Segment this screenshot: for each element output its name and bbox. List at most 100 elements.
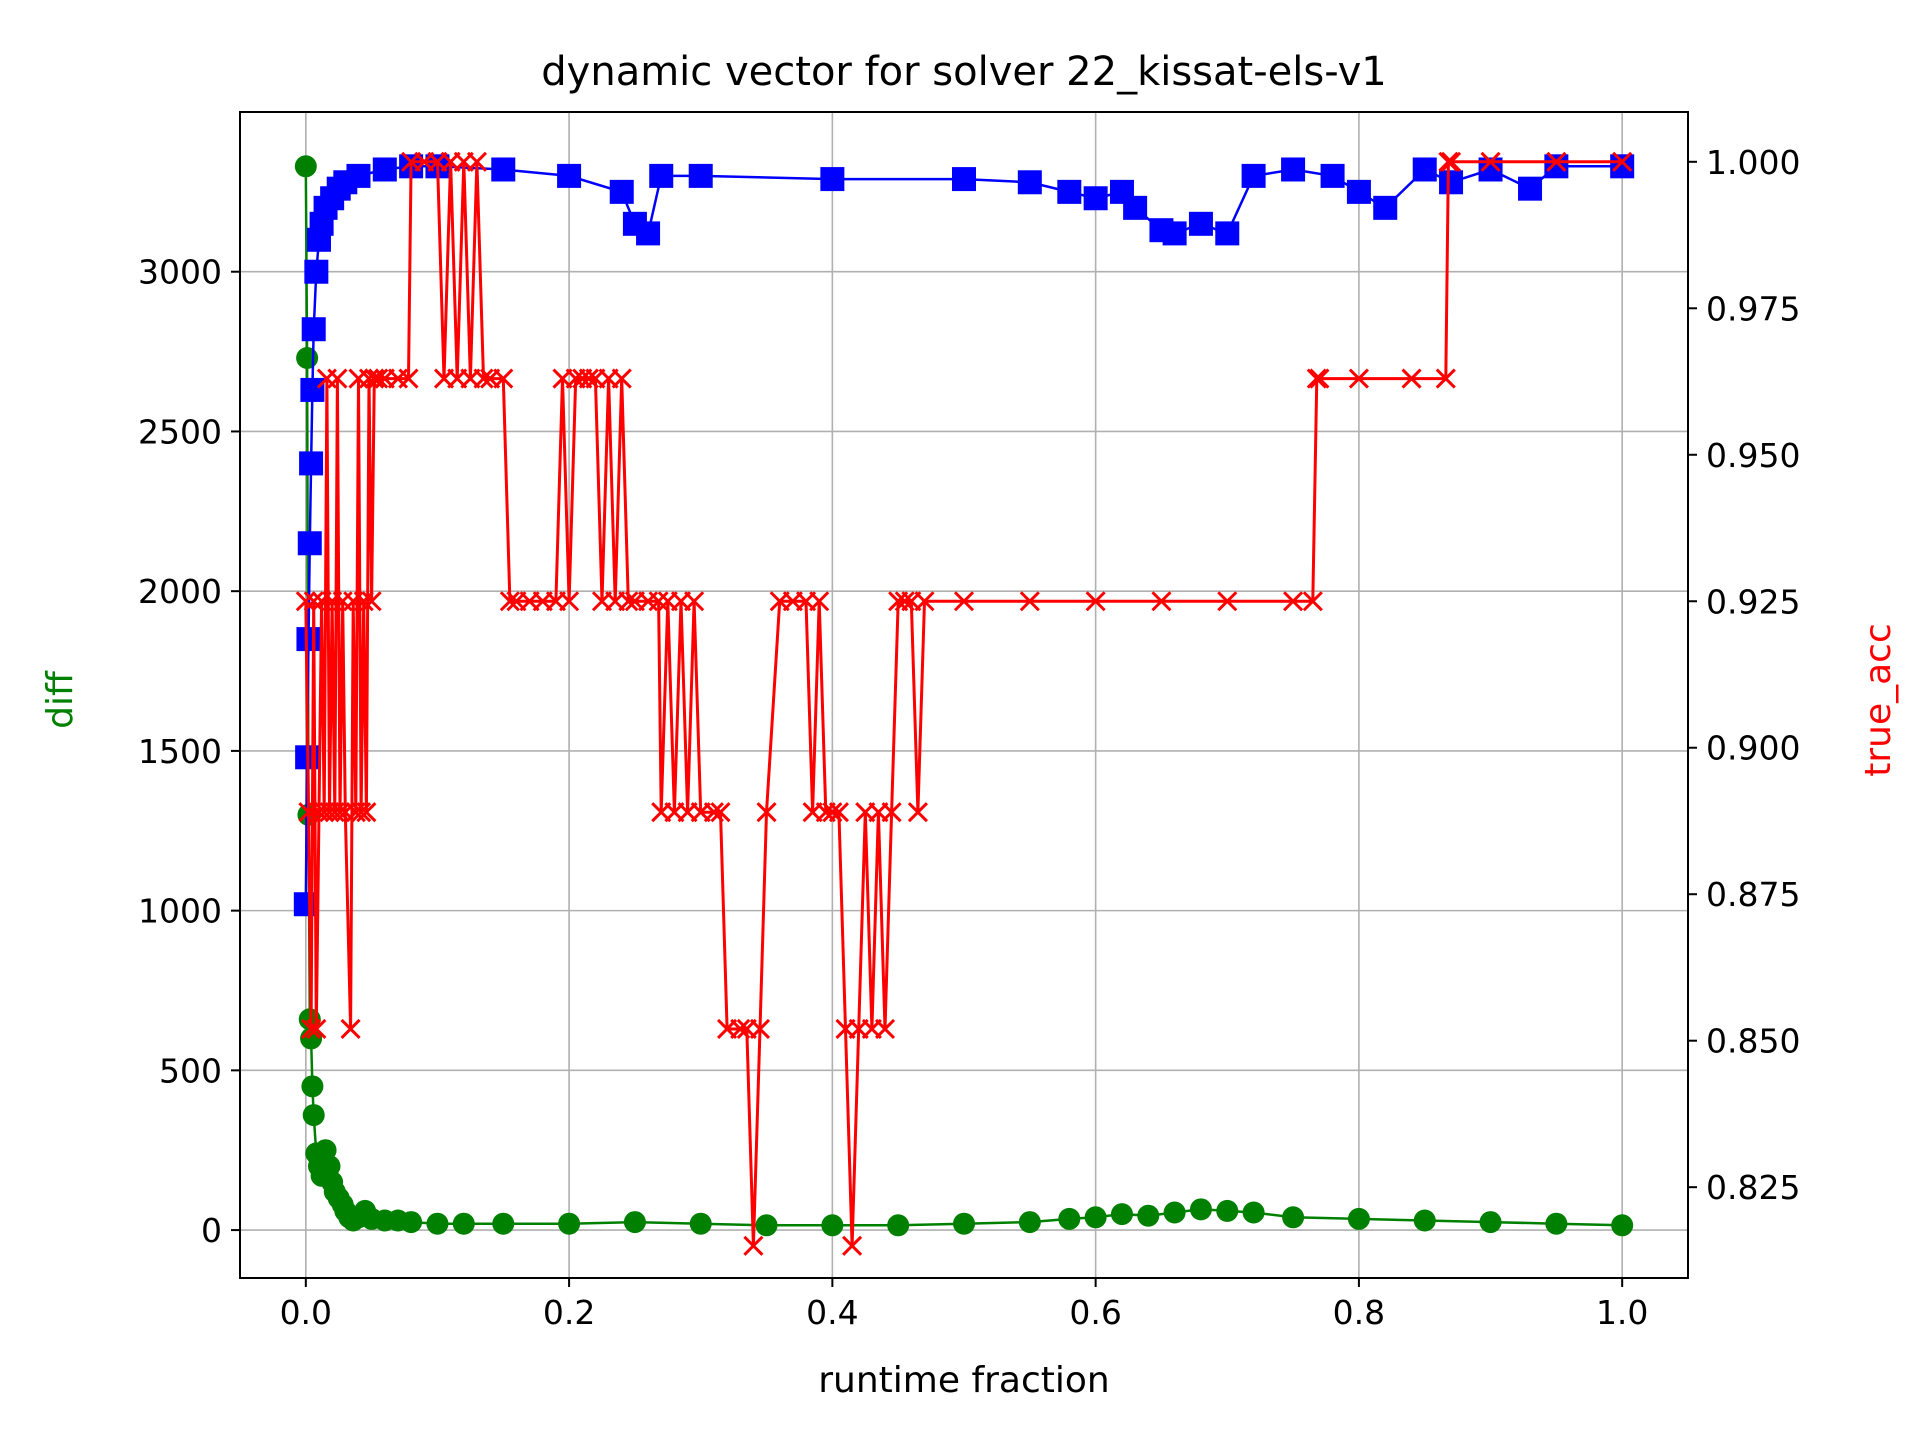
data-point bbox=[828, 802, 850, 823]
data-point bbox=[648, 591, 669, 612]
data-point bbox=[842, 1235, 863, 1256]
x-tick-label: 0.2 bbox=[543, 1293, 595, 1332]
data-point bbox=[1439, 170, 1464, 195]
data-point bbox=[1412, 157, 1437, 182]
data-point bbox=[1309, 368, 1330, 389]
data-point bbox=[1019, 591, 1040, 612]
data-point bbox=[689, 1212, 712, 1235]
data-point bbox=[1348, 368, 1369, 389]
x-tick-label: 0.8 bbox=[1333, 1293, 1385, 1332]
data-point bbox=[301, 1075, 324, 1098]
x-tick-label: 0.6 bbox=[1069, 1293, 1121, 1332]
chart-title: dynamic vector for solver 22_kissat-els-… bbox=[541, 49, 1386, 95]
data-point bbox=[822, 802, 843, 823]
y-left-tick-label: 500 bbox=[159, 1051, 222, 1090]
data-point bbox=[303, 591, 324, 612]
data-point bbox=[1611, 1214, 1634, 1237]
gridlines bbox=[240, 112, 1688, 1278]
y-right-tick-label: 0.950 bbox=[1706, 436, 1800, 475]
data-point bbox=[491, 157, 516, 182]
data-point bbox=[1018, 1211, 1041, 1234]
data-point bbox=[302, 1104, 325, 1127]
data-point bbox=[452, 1212, 475, 1235]
data-point bbox=[346, 163, 371, 188]
data-point bbox=[887, 1214, 910, 1237]
data-point bbox=[703, 802, 724, 823]
data-point bbox=[914, 591, 935, 612]
data-point bbox=[1017, 170, 1042, 195]
data-point bbox=[473, 368, 494, 389]
y-axis-label-right: true_acc bbox=[1858, 623, 1899, 777]
y-axis-label-left: diff bbox=[40, 670, 81, 729]
data-point bbox=[1610, 154, 1635, 179]
data-point bbox=[297, 531, 322, 556]
data-point bbox=[1242, 1201, 1265, 1224]
data-point bbox=[295, 591, 316, 612]
data-point bbox=[756, 802, 777, 823]
data-point bbox=[398, 368, 419, 389]
data-point bbox=[1612, 151, 1633, 172]
data-point bbox=[1545, 1212, 1568, 1235]
data-point bbox=[1163, 1201, 1186, 1224]
data-point bbox=[1302, 591, 1323, 612]
y-right-tick-label: 0.975 bbox=[1706, 289, 1800, 328]
data-point bbox=[1346, 179, 1371, 204]
data-point bbox=[301, 317, 326, 342]
data-point bbox=[1137, 1204, 1160, 1227]
x-tick-label: 1.0 bbox=[1596, 1293, 1648, 1332]
data-point bbox=[1373, 195, 1398, 220]
data-point bbox=[881, 802, 902, 823]
y-right-tick-label: 0.875 bbox=[1706, 875, 1800, 914]
data-point bbox=[1058, 1207, 1081, 1230]
data-point bbox=[1283, 591, 1304, 612]
data-point bbox=[558, 1212, 581, 1235]
data-point bbox=[372, 157, 397, 182]
data-point bbox=[953, 591, 975, 612]
plot-frame bbox=[239, 111, 1689, 1279]
data-point bbox=[1162, 221, 1187, 246]
data-point bbox=[609, 179, 634, 204]
data-point bbox=[809, 591, 830, 612]
data-point bbox=[1123, 195, 1148, 220]
data-point bbox=[1435, 368, 1456, 389]
y-left-tick-label: 0 bbox=[201, 1211, 222, 1250]
data-point bbox=[874, 1018, 896, 1040]
y-left-tick-label: 2500 bbox=[138, 412, 222, 451]
data-point bbox=[1110, 1203, 1133, 1226]
y-right-tick-label: 1.000 bbox=[1706, 143, 1800, 182]
data-point bbox=[1189, 1198, 1212, 1221]
data-point bbox=[294, 155, 317, 178]
y-right-tick-label: 0.925 bbox=[1706, 582, 1800, 621]
data-point bbox=[300, 377, 325, 402]
data-point bbox=[952, 167, 976, 192]
data-point bbox=[1544, 154, 1569, 179]
data-point bbox=[1413, 1209, 1436, 1232]
data-point bbox=[611, 368, 632, 389]
data-point bbox=[749, 1018, 771, 1040]
data-point bbox=[304, 259, 329, 284]
data-point bbox=[1083, 186, 1108, 211]
data-point bbox=[361, 591, 382, 612]
data-point bbox=[466, 151, 488, 172]
data-point bbox=[1151, 591, 1172, 612]
data-point bbox=[1320, 163, 1345, 188]
data-point bbox=[649, 163, 674, 188]
x-tick-label: 0.4 bbox=[806, 1293, 858, 1332]
data-point bbox=[688, 163, 713, 188]
series-line bbox=[304, 160, 1623, 1246]
data-point bbox=[1215, 221, 1240, 246]
data-point bbox=[578, 368, 599, 389]
data-point bbox=[1438, 151, 1459, 172]
x-axis-label: runtime fraction bbox=[818, 1360, 1110, 1401]
data-point bbox=[636, 221, 661, 246]
data-point bbox=[1347, 1207, 1370, 1230]
data-point bbox=[1546, 151, 1567, 172]
data-point bbox=[755, 1214, 778, 1237]
data-point bbox=[1084, 1206, 1107, 1229]
data-point bbox=[296, 346, 319, 369]
y-right-tick-label: 0.825 bbox=[1706, 1168, 1800, 1207]
data-point bbox=[351, 802, 372, 823]
y-left-tick-label: 1500 bbox=[138, 732, 222, 771]
data-point bbox=[821, 1214, 844, 1237]
